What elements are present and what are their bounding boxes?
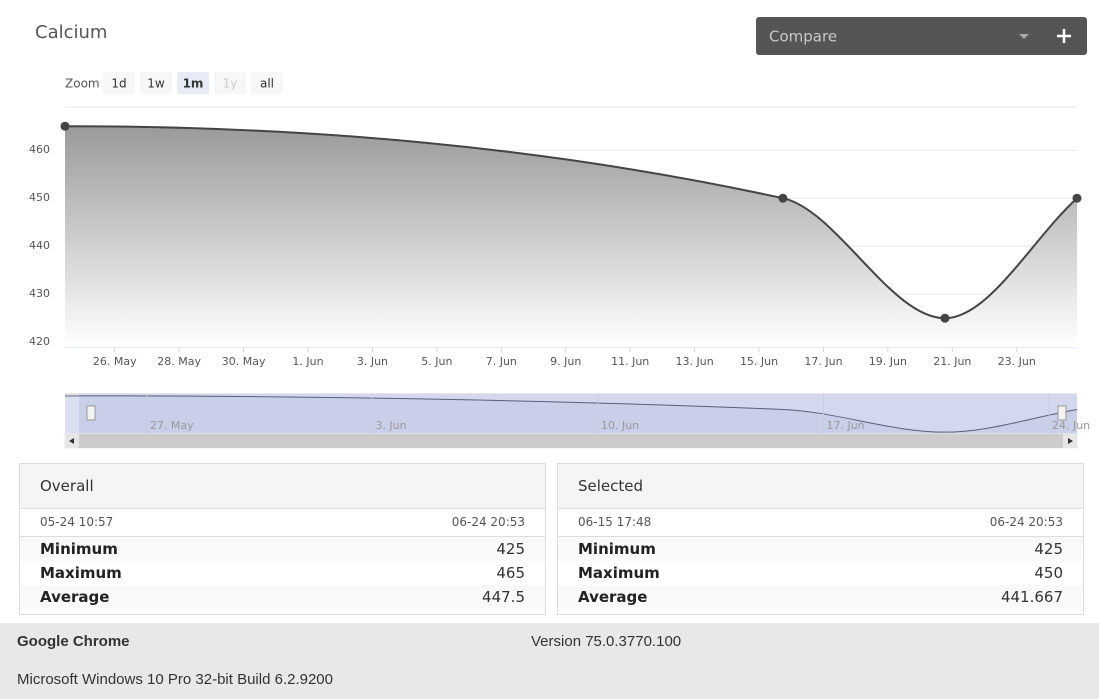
navigator-handle[interactable] (1057, 405, 1067, 421)
y-tick-label: 460 (29, 143, 50, 156)
panel-title: Selected (558, 464, 1083, 509)
scroll-left-arrow[interactable] (69, 438, 74, 444)
x-tick-label: 21. Jun (933, 355, 971, 368)
zoom-button-label[interactable]: 1d (111, 77, 126, 91)
add-button[interactable] (1057, 29, 1071, 43)
stat-label: Maximum (578, 564, 660, 582)
y-tick-label: 420 (29, 335, 50, 348)
stat-row: Average 447.5 (20, 585, 545, 609)
stat-value: 441.667 (1000, 588, 1063, 606)
scrollbar-thumb[interactable] (79, 434, 1063, 448)
x-tick-label: 26. May (93, 355, 137, 368)
x-tick-label: 30. May (222, 355, 266, 368)
stat-row: Average 441.667 (558, 585, 1083, 609)
area-fill (65, 126, 1077, 347)
stat-value: 450 (1034, 564, 1063, 582)
zoom-button (214, 72, 246, 94)
navigator-tick-label: 17. Jun (826, 419, 864, 432)
stat-label: Average (578, 588, 648, 606)
os-info: Microsoft Windows 10 Pro 32-bit Build 6.… (17, 671, 333, 688)
x-tick-label: 17. Jun (804, 355, 842, 368)
selected-panel: Selected 06-15 17:48 06-24 20:53 Minimum 425… (557, 463, 1084, 615)
scroll-right-arrow[interactable] (1068, 438, 1073, 444)
stat-row: Minimum 425 (20, 537, 545, 561)
series-line (64, 125, 1078, 320)
y-tick-label: 440 (29, 239, 50, 252)
panel-title: Overall (20, 464, 545, 509)
navigator-line (64, 395, 1078, 433)
stat-row: Minimum 425 (558, 537, 1083, 561)
stat-rows: Minimum 425 Maximum 450 Average 441.667 (558, 537, 1083, 609)
stat-label: Maximum (40, 564, 122, 582)
data-point[interactable] (940, 313, 950, 323)
navigator-area (65, 395, 1077, 434)
navigator-tick-label: 10. Jun (601, 419, 639, 432)
date-to: 06-24 20:53 (451, 515, 525, 529)
x-tick-label: 7. Jun (486, 355, 517, 368)
x-tick-label: 13. Jun (676, 355, 714, 368)
zoom-button-label[interactable]: 1m (183, 77, 204, 91)
date-from: 05-24 10:57 (40, 515, 114, 529)
x-tick-label: 1. Jun (292, 355, 323, 368)
x-tick-label: 28. May (157, 355, 201, 368)
x-tick-label: 15. Jun (740, 355, 778, 368)
navigator-handle[interactable] (86, 405, 96, 421)
stat-label: Average (40, 588, 110, 606)
stat-label: Minimum (578, 540, 656, 558)
date-to: 06-24 20:53 (989, 515, 1063, 529)
stat-value: 447.5 (482, 588, 525, 606)
chart-area: Calcium Compare Zoom 1d 1w 1m 1y all 420 430 44… (29, 17, 1090, 449)
dropdown-caret[interactable] (1019, 34, 1029, 39)
data-point[interactable] (778, 193, 788, 203)
panel-dates: 05-24 10:57 06-24 20:53 (20, 509, 545, 537)
x-tick-label: 19. Jun (869, 355, 907, 368)
zoom-button-label[interactable]: all (260, 77, 274, 91)
data-point[interactable] (1072, 193, 1082, 203)
panel-dates: 06-15 17:48 06-24 20:53 (558, 509, 1083, 537)
x-tick-label: 5. Jun (421, 355, 452, 368)
navigator-tick-label: 24. Jun (1052, 419, 1090, 432)
stat-value: 425 (496, 540, 525, 558)
zoom-button-label[interactable]: 1w (147, 77, 165, 91)
data-point[interactable] (60, 121, 70, 131)
overall-panel: Overall 05-24 10:57 06-24 20:53 Minimum 425 M… (19, 463, 546, 615)
x-tick-label: 3. Jun (357, 355, 388, 368)
zoom-button[interactable] (177, 72, 209, 94)
browser-version: Version 75.0.3770.100 (531, 633, 682, 650)
zoom-button-label: 1y (223, 77, 238, 91)
stat-row: Maximum 450 (558, 561, 1083, 585)
zoom-button[interactable] (103, 72, 135, 94)
date-from: 06-15 17:48 (578, 515, 652, 529)
stat-row: Maximum 465 (20, 561, 545, 585)
compare-dropdown[interactable] (756, 17, 1087, 55)
x-tick-label: 23. Jun (998, 355, 1036, 368)
x-tick-label: 9. Jun (550, 355, 581, 368)
navigator-tick-label: 27. May (150, 419, 194, 432)
stat-value: 425 (1034, 540, 1063, 558)
footer: Google Chrome Version 75.0.3770.100 Micr… (0, 623, 1099, 699)
stat-label: Minimum (40, 540, 118, 558)
x-tick-label: 11. Jun (611, 355, 649, 368)
compare-label[interactable]: Compare (769, 28, 837, 46)
navigator-tick-label: 3. Jun (375, 419, 406, 432)
zoom-button[interactable] (251, 72, 283, 94)
zoom-label: Zoom (65, 77, 100, 91)
zoom-button[interactable] (140, 72, 172, 94)
y-tick-label: 450 (29, 191, 50, 204)
stat-value: 465 (496, 564, 525, 582)
browser-name: Google Chrome (17, 633, 130, 650)
chart-title: Calcium (35, 22, 107, 43)
y-tick-label: 430 (29, 287, 50, 300)
stat-rows: Minimum 425 Maximum 465 Average 447.5 (20, 537, 545, 609)
